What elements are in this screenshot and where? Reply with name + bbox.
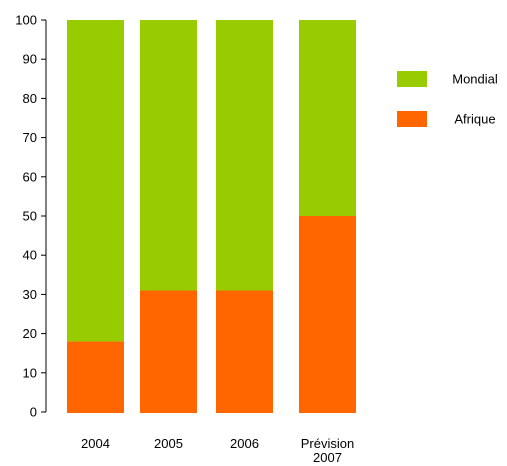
bars — [67, 20, 356, 413]
x-category-label: 2004 — [81, 436, 110, 451]
y-tick-label: 60 — [23, 169, 37, 184]
x-category-label: 2006 — [230, 436, 259, 451]
x-category-label: 2007 — [313, 450, 342, 465]
y-tick-label: 70 — [23, 130, 37, 145]
bar-segment-mondial-1 — [67, 20, 124, 342]
y-tick-label: 80 — [23, 91, 37, 106]
bar-segment-mondial-4 — [299, 20, 356, 216]
x-category-label: Prévision — [301, 436, 354, 451]
bar-segment-mondial-3 — [216, 20, 273, 291]
y-axis: 0 10 20 30 40 50 60 70 80 90 100 — [15, 13, 47, 420]
legend: Mondial Afrique — [397, 71, 498, 127]
y-tick-label: 90 — [23, 52, 37, 67]
bar-segment-afrique-1 — [67, 341, 124, 413]
y-tick-label: 10 — [23, 365, 37, 380]
y-tick-label: 40 — [23, 248, 37, 263]
legend-label-afrique: Afrique — [454, 112, 495, 127]
bar-segment-mondial-2 — [140, 20, 197, 291]
legend-label-mondial: Mondial — [452, 72, 498, 87]
bar-segment-afrique-4 — [299, 216, 356, 413]
bar-segment-afrique-2 — [140, 290, 197, 413]
y-tick-label: 50 — [23, 209, 37, 224]
y-tick-label: 30 — [23, 287, 37, 302]
legend-swatch-mondial — [397, 71, 427, 87]
y-tick-label: 20 — [23, 326, 37, 341]
y-tick-label: 0 — [30, 405, 37, 420]
bar-segment-afrique-3 — [216, 290, 273, 413]
legend-swatch-afrique — [397, 111, 427, 127]
y-tick-label: 100 — [15, 13, 37, 28]
x-category-label: 2005 — [154, 436, 183, 451]
